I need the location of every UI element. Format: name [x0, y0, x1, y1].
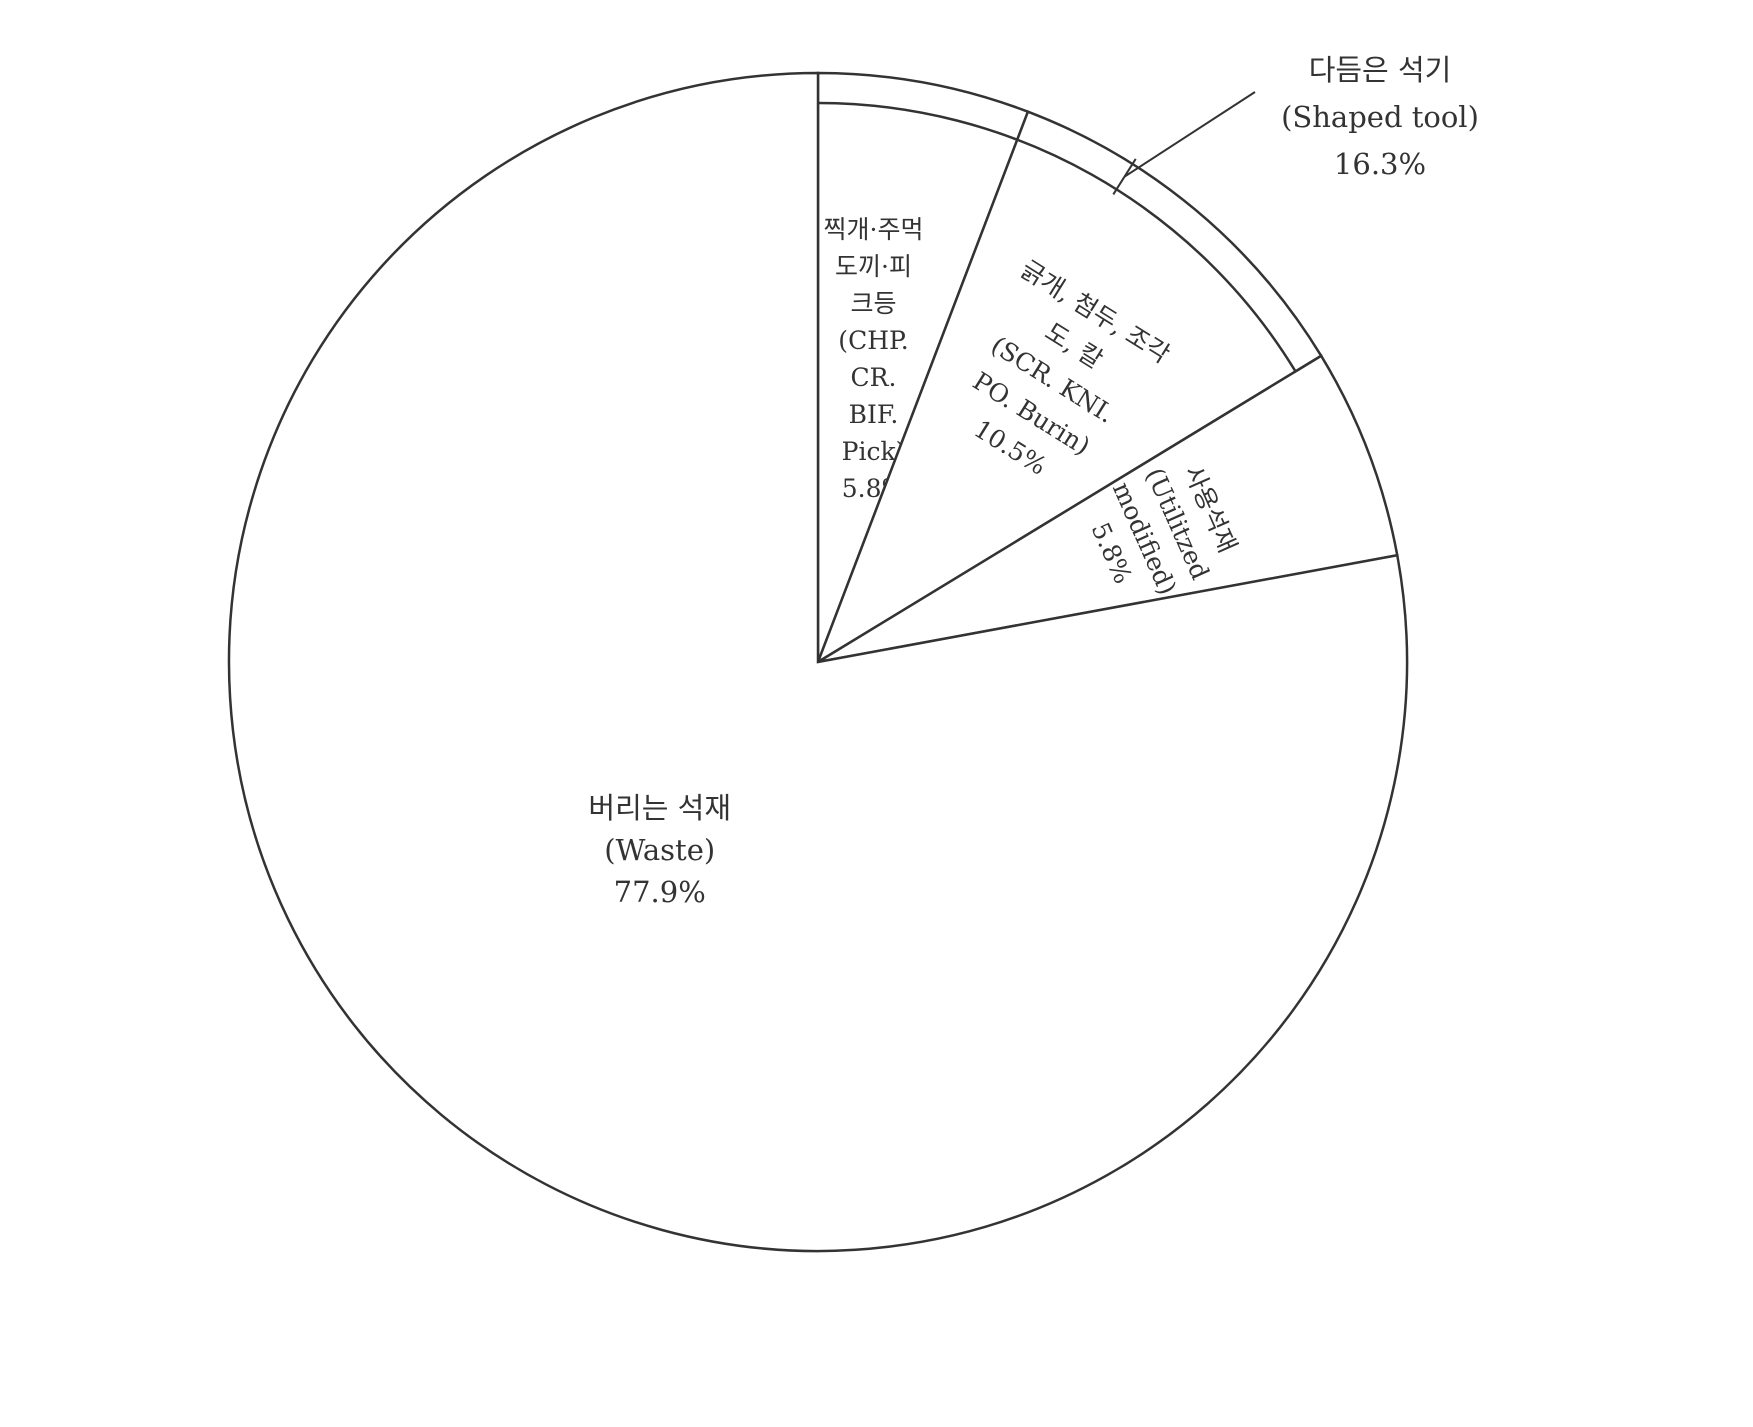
group-label: 다듬은 석기 (Shaped tool) 16.3%: [1281, 53, 1479, 181]
pie-slice: [816, 71, 1030, 663]
value-label: 16.3%: [1334, 147, 1426, 181]
pie-slice: [227, 71, 1409, 1253]
label-line: (Waste): [604, 833, 715, 867]
label-line: 도끼·피: [835, 252, 912, 281]
label-line: 찍개·주먹: [824, 215, 924, 244]
label-line: (Shaped tool): [1281, 100, 1479, 134]
label-line: 크등: [850, 289, 896, 318]
leader-line: [1123, 91, 1256, 178]
pie-slice: [817, 354, 1399, 664]
label-line: 다듬은 석기: [1309, 53, 1452, 87]
label-line: CR.: [851, 363, 897, 392]
label-line: 버리는 석재: [588, 791, 731, 825]
leader-tick: [1112, 158, 1137, 195]
slice-label: 버리는 석재 (Waste) 77.9%: [588, 791, 731, 909]
label-line: BIF.: [849, 400, 899, 429]
value-label: 77.9%: [614, 875, 706, 909]
label-line: (CHP.: [838, 326, 908, 355]
group-ring: [817, 101, 1322, 374]
